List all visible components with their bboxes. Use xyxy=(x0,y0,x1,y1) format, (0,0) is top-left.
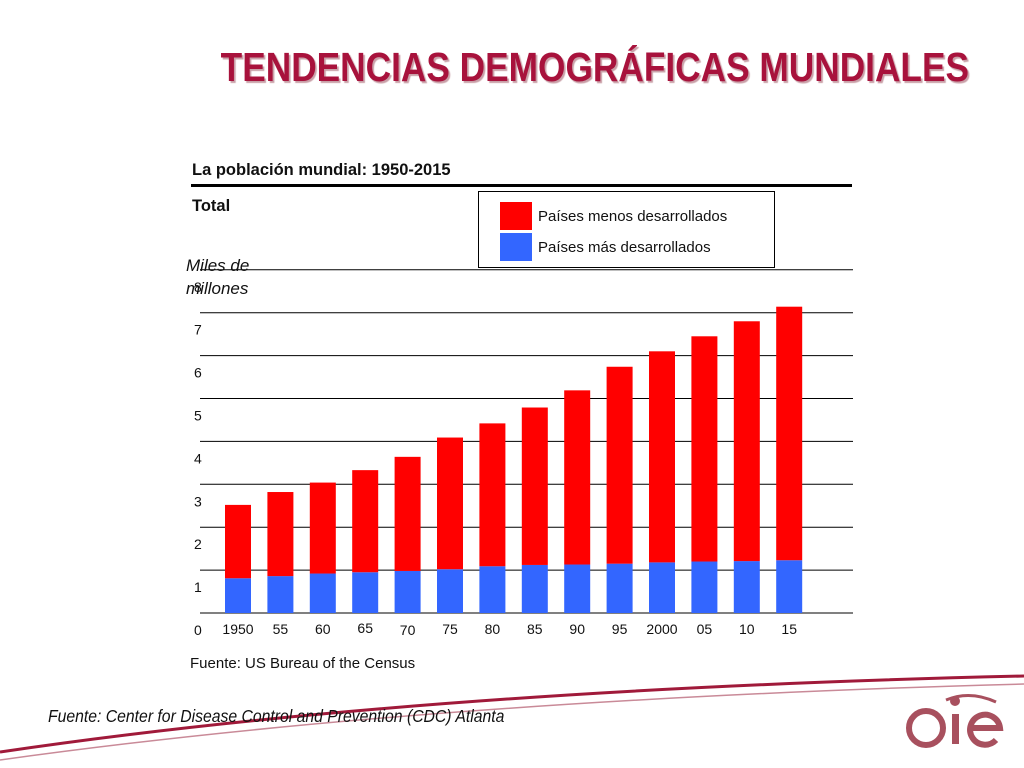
bar-less-developed xyxy=(225,504,251,579)
bar-less-developed xyxy=(733,321,760,562)
bar-more-developed xyxy=(776,560,803,613)
y-tick-label: 8 xyxy=(194,279,202,295)
slide-title: TENDENCIAS DEMOGRÁFICAS MUNDIALES xyxy=(220,44,969,90)
bar-more-developed xyxy=(649,562,675,613)
x-tick-label: 75 xyxy=(442,621,458,637)
y-tick-label: 5 xyxy=(194,408,202,424)
x-tick-label: 10 xyxy=(739,621,755,637)
x-tick-label: 05 xyxy=(697,621,713,637)
oie-logo-mark xyxy=(906,694,1004,748)
x-tick-label: 1950 xyxy=(222,621,253,637)
bar-less-developed xyxy=(309,482,336,574)
legend-swatch-less-developed xyxy=(500,202,532,230)
y-tick-label: 0 xyxy=(194,622,202,638)
bar-more-developed xyxy=(225,578,251,613)
bar-more-developed xyxy=(521,564,548,613)
bar-less-developed xyxy=(521,407,548,565)
oie-logo xyxy=(900,688,1020,767)
x-tick-label: 65 xyxy=(357,620,373,636)
bar-less-developed xyxy=(267,492,294,577)
bar-less-developed xyxy=(691,336,718,562)
bar-more-developed xyxy=(267,576,294,613)
x-tick-label: 95 xyxy=(612,621,628,637)
x-tick-label: 90 xyxy=(569,621,585,637)
bar-less-developed xyxy=(606,366,633,564)
y-tick-label: 4 xyxy=(194,450,202,466)
bar-more-developed xyxy=(309,573,336,613)
bar-more-developed xyxy=(352,572,379,613)
bar-more-developed xyxy=(564,564,591,613)
chart-subtitle: Total xyxy=(192,197,231,215)
x-tick-label: 70 xyxy=(400,622,416,638)
chart-title: La población mundial: 1950-2015 xyxy=(192,161,451,179)
bar-more-developed xyxy=(479,566,506,613)
y-axis-label: Miles de millones xyxy=(186,256,250,298)
x-tick-label: 15 xyxy=(781,621,797,637)
footer-source: Fuente: Center for Disease Control and P… xyxy=(48,706,505,726)
bar-less-developed xyxy=(479,423,506,567)
x-tick-label: 60 xyxy=(315,621,331,637)
x-tick-label: 80 xyxy=(485,621,501,637)
y-tick-label: 3 xyxy=(194,493,202,509)
legend-label-less-developed: Países menos desarrollados xyxy=(538,208,728,225)
legend-label-more-developed: Países más desarrollados xyxy=(538,239,711,256)
bar-less-developed xyxy=(352,470,379,573)
x-tick-label: 2000 xyxy=(646,621,677,637)
bar-less-developed xyxy=(437,437,463,570)
legend-swatch-more-developed xyxy=(500,233,532,261)
bar-more-developed xyxy=(606,563,633,613)
bar-more-developed xyxy=(733,561,760,613)
bar-less-developed xyxy=(564,390,591,565)
bar-more-developed xyxy=(437,569,463,613)
x-tick-label: 85 xyxy=(527,621,543,637)
chart-source: Fuente: US Bureau of the Census xyxy=(190,655,416,672)
title-rule xyxy=(191,184,852,187)
x-tick-label: 55 xyxy=(273,621,289,637)
y-tick-label: 6 xyxy=(194,365,202,381)
bar-more-developed xyxy=(691,561,718,613)
y-tick-label: 7 xyxy=(194,322,202,338)
bar-more-developed xyxy=(394,570,421,613)
y-tick-label: 2 xyxy=(194,536,202,552)
chart-legend: Países menos desarrollados Países más de… xyxy=(478,191,775,268)
bar-less-developed xyxy=(649,351,675,563)
bar-less-developed xyxy=(776,306,803,561)
y-tick-label: 1 xyxy=(194,579,202,595)
bar-less-developed xyxy=(394,456,421,571)
